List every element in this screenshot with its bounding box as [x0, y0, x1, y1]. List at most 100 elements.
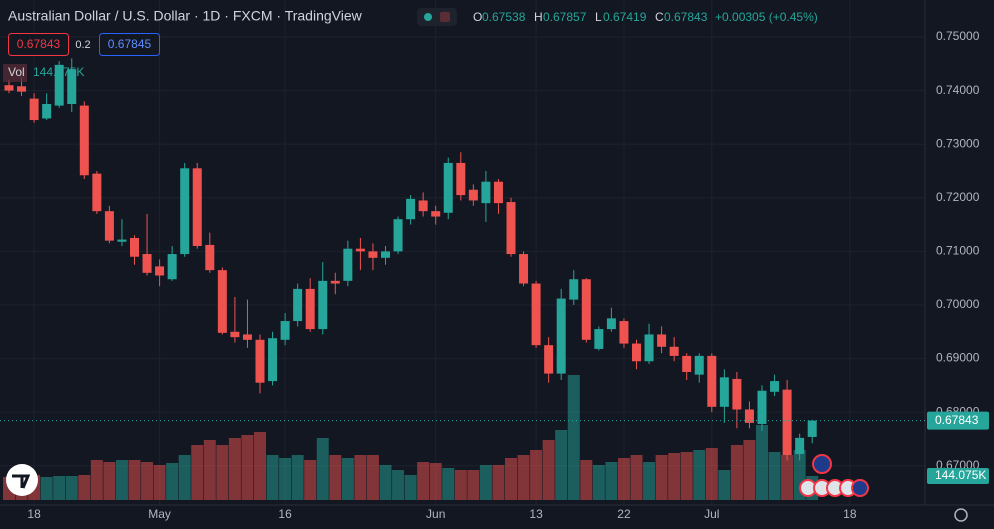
volume-bar	[366, 455, 379, 500]
sell-button[interactable]	[8, 33, 69, 56]
candle-body	[330, 280, 340, 284]
volume-bar	[530, 450, 543, 500]
low-label: L	[595, 10, 602, 24]
volume-bar	[354, 455, 367, 500]
candle-body	[67, 69, 77, 104]
event-icons	[799, 454, 869, 497]
volume-bar	[103, 462, 116, 500]
volume-bar	[379, 465, 392, 500]
candle-body	[117, 239, 127, 242]
indicator-toggle[interactable]	[417, 8, 457, 26]
chart-title: Australian Dollar / U.S. Dollar · 1D · F…	[8, 8, 363, 24]
volume-bar	[241, 435, 254, 500]
last-price-tag	[927, 411, 989, 430]
volume-bar	[291, 455, 304, 500]
volume-bar	[668, 453, 681, 500]
volume-bar	[78, 475, 91, 500]
x-tick-label: May	[148, 507, 171, 521]
candle-body	[594, 329, 604, 349]
candle-body	[569, 279, 579, 300]
candle-body	[167, 254, 177, 280]
candle-body	[418, 200, 428, 212]
candle-body	[268, 338, 278, 382]
candle-body	[556, 298, 566, 374]
low-value: 0.67419	[603, 10, 647, 24]
volume-title: Vol	[8, 65, 25, 79]
candle-body	[29, 98, 39, 121]
candle-body	[368, 251, 378, 258]
volume-bar	[304, 460, 317, 500]
y-tick-label: 0.73000	[936, 136, 980, 150]
volume-bar	[479, 465, 492, 500]
candle-body	[230, 331, 240, 338]
volume-bar	[115, 460, 128, 500]
volume-bar	[341, 458, 354, 500]
candle-body	[130, 237, 139, 257]
volume-bar	[266, 455, 279, 500]
candle-body	[142, 254, 152, 273]
candle-body	[682, 355, 692, 372]
volume-bar	[718, 470, 731, 500]
candle-body	[644, 334, 654, 362]
volume-bar	[705, 448, 718, 500]
volume-bar	[128, 460, 141, 500]
candle-body	[606, 318, 616, 330]
volume-bar	[216, 445, 229, 500]
settings-icon[interactable]	[954, 508, 968, 522]
candle-body	[280, 321, 290, 340]
volume-bar	[555, 430, 568, 500]
candle-body	[180, 168, 190, 255]
volume-bar	[254, 432, 266, 500]
high-value: 0.67857	[543, 10, 587, 24]
x-tick-label: 16	[278, 507, 292, 521]
open-label: O	[473, 10, 482, 24]
y-tick-label: 0.69000	[936, 351, 980, 365]
open-value: 0.67538	[482, 10, 526, 24]
volume-bar	[630, 455, 643, 500]
candle-body	[456, 162, 466, 196]
volume-tag	[927, 467, 989, 484]
x-tick-label: 22	[617, 507, 631, 521]
volume-bar	[617, 458, 630, 500]
candle-body	[707, 355, 717, 407]
candle-body	[443, 162, 453, 213]
candle-body	[293, 288, 303, 322]
candle-body	[493, 181, 503, 204]
candle-body	[381, 251, 390, 258]
menu-icon[interactable]	[440, 12, 450, 22]
volume-bar	[228, 438, 241, 500]
candle-body	[544, 345, 554, 374]
candle-body	[669, 346, 679, 356]
volume-bar	[768, 452, 781, 500]
volume-bar	[404, 475, 417, 500]
y-tick-label: 0.74000	[936, 83, 980, 97]
sell-price: 0.67843	[17, 37, 61, 51]
candle-body	[732, 378, 742, 410]
spread: 0.2	[75, 39, 90, 51]
candle-body	[393, 219, 403, 252]
buy-button[interactable]	[99, 33, 160, 56]
axes: 0.75000 0.74000 0.73000 0.72000 0.71000 0.700…	[0, 29, 989, 521]
candle-body	[757, 390, 767, 424]
x-tick-label: Jun	[426, 507, 445, 521]
vol-label-bg	[3, 64, 27, 82]
candle-body	[619, 321, 629, 344]
volume-bar	[756, 425, 768, 500]
candle-body	[519, 254, 529, 284]
volume-tag-label: 144.075K	[935, 468, 986, 482]
candle-body	[481, 181, 491, 204]
volume-bar	[517, 455, 530, 500]
close-label: C	[655, 10, 664, 24]
volume-bar	[203, 440, 216, 500]
volume-bar	[53, 476, 66, 500]
candle-body	[192, 168, 202, 247]
candle-body	[155, 266, 165, 276]
logo	[6, 464, 38, 496]
volume-bar	[542, 440, 555, 500]
y-tick-label: 0.70000	[936, 297, 980, 311]
volume-bar	[592, 465, 605, 500]
candle-body	[719, 377, 729, 407]
candle-body	[782, 389, 792, 456]
candle-body	[4, 85, 14, 91]
